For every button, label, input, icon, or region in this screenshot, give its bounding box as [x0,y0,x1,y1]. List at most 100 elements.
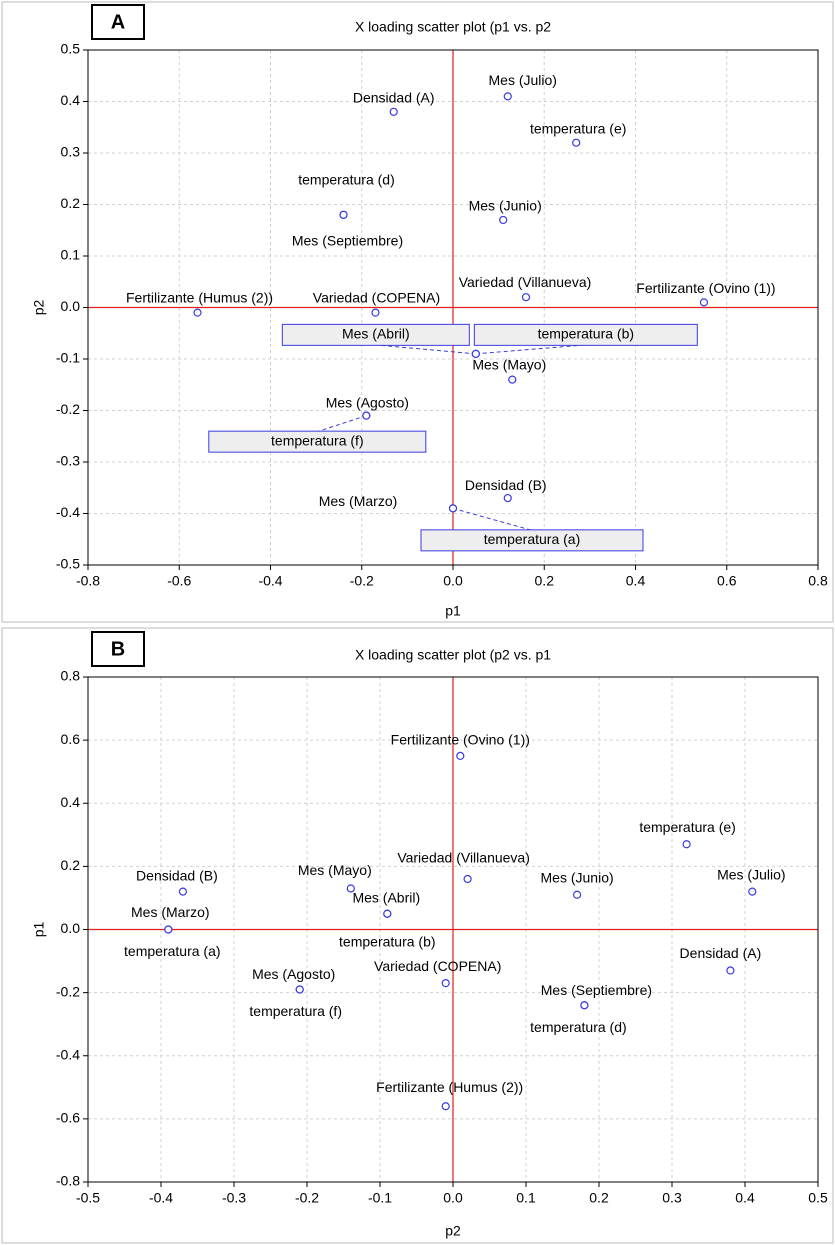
y-tick-label: -0.4 [56,1046,80,1062]
point-label: Variedad (COPENA) [313,289,440,305]
point [371,308,380,317]
point-label: Mes (Abril) [342,326,410,342]
leader-line [375,344,476,355]
panel-letter: B [111,638,125,660]
point-label: temperatura (f) [271,432,364,448]
label-box [473,323,698,346]
x-tick-label: 0.3 [662,1190,682,1206]
y-tick-label: 0.8 [61,668,81,684]
point [508,375,517,384]
point [389,107,398,116]
x-tick-label: -0.3 [222,1190,246,1206]
point-label: Mes (Agosto) [252,966,335,982]
y-axis-label: p2 [31,300,47,316]
point-label: temperatura (a) [124,943,220,959]
panel-letter-box [91,631,145,667]
x-axis-label: p2 [445,1223,461,1239]
x-tick-label: 0.8 [808,573,828,589]
point [572,138,581,147]
y-tick-label: 0.3 [61,144,81,160]
point [178,887,187,896]
x-tick-label: -0.2 [350,573,374,589]
point-label: Mes (Agosto) [326,394,409,410]
y-tick-label: 0.5 [61,41,81,57]
leader-line [317,415,367,433]
point-label: temperatura (d) [298,172,394,188]
label-box [281,323,470,346]
y-tick-label: 0.4 [61,794,81,810]
x-tick-label: 0.0 [443,573,463,589]
x-tick-label: -0.1 [368,1190,392,1206]
point [699,298,709,307]
point [748,887,757,896]
y-tick-label: -0.4 [56,504,80,520]
point [441,1102,450,1111]
point [471,349,480,358]
point-label: Mes (Septiembre) [292,233,403,249]
point [503,493,512,503]
leader-line [475,344,586,355]
point-label: temperatura (a) [484,531,580,547]
point [362,411,371,420]
point [164,925,173,934]
point-label: Mes (Marzo) [131,904,210,920]
point [580,1001,589,1010]
y-tick-label: 0.4 [61,92,81,108]
x-axis-label: p1 [445,603,461,619]
x-tick-label: 0.4 [626,573,646,589]
point-label: Densidad (B) [465,477,547,493]
point-label: temperatura (e) [530,120,626,136]
point [441,979,450,988]
panel-letter: A [111,11,125,33]
y-tick-label: 0.2 [61,195,81,211]
point-label: Fertilizante (Ovino (1)) [636,280,775,296]
x-tick-label: 0.1 [516,1190,536,1206]
y-tick-label: 0.6 [61,731,81,747]
point-label: temperatura (b) [538,326,634,342]
point-label: Mes (Septiembre) [541,982,652,998]
point-label: Densidad (B) [136,867,218,883]
y-tick-label: 0.2 [61,857,81,873]
point-label: Mes (Mayo) [298,862,372,878]
point-label: Variedad (COPENA) [374,958,501,974]
point-label: Densidad (A) [353,90,435,106]
y-axis-label: p1 [31,922,47,938]
y-tick-label: -0.2 [56,401,80,417]
x-tick-label: -0.8 [76,573,100,589]
y-tick-label: 0.1 [61,247,81,263]
point [682,840,691,849]
x-tick-label: -0.2 [295,1190,319,1206]
point-label: temperatura (e) [639,819,735,835]
panel-frame [1,1,834,623]
point [339,210,348,219]
point-label: Densidad (A) [680,945,762,961]
point [295,985,304,994]
chart-title: X loading scatter plot (p2 vs. p1 [355,647,551,663]
y-tick-label: -0.6 [56,1110,80,1126]
point-label: Mes (Mayo) [472,356,546,372]
point-label: Variedad (Villanueva) [459,274,592,290]
y-tick-label: 0.0 [61,298,81,314]
point [503,92,512,101]
point [456,751,465,761]
y-tick-label: -0.8 [56,1173,80,1189]
panel-frame [1,627,834,1244]
x-tick-label: 0.6 [717,573,737,589]
x-tick-label: 0.0 [443,1190,463,1206]
point [383,909,392,918]
point-label: Fertilizante (Humus (2)) [126,289,273,305]
panel-letter-box [91,4,145,40]
x-tick-label: -0.5 [76,1190,100,1206]
point [448,504,458,513]
x-tick-label: 0.2 [535,573,555,589]
y-tick-label: -0.1 [56,350,80,366]
point-label: Mes (Julio) [489,72,557,88]
x-tick-label: -0.6 [167,573,191,589]
point [346,884,355,893]
y-tick-label: -0.2 [56,983,80,999]
x-tick-label: 0.5 [808,1190,828,1206]
y-tick-label: -0.5 [56,556,80,572]
point-label: Mes (Marzo) [319,493,398,509]
point [499,215,508,225]
